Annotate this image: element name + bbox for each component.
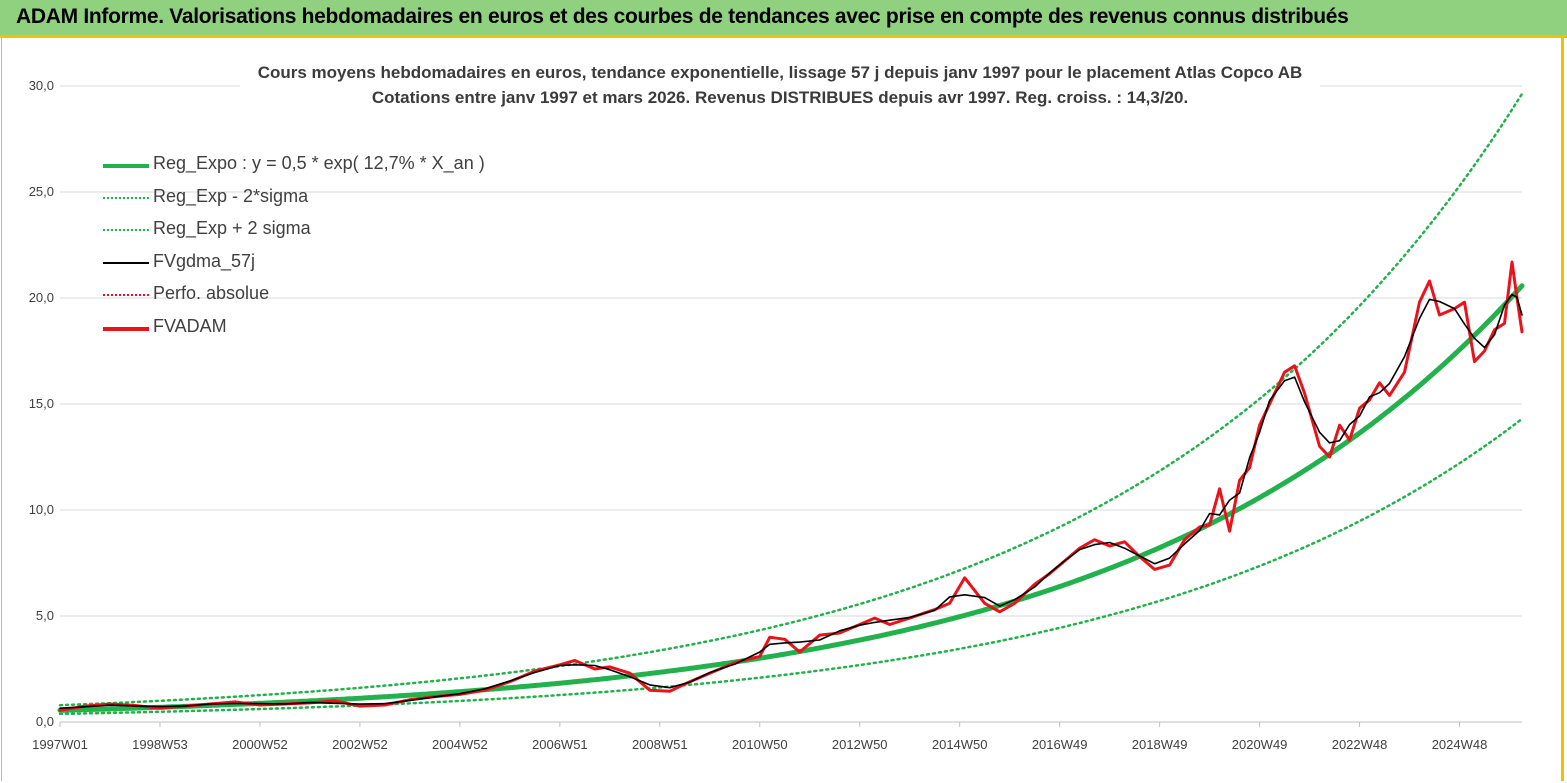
x-tick-label: 2006W51 (532, 737, 588, 752)
legend-swatch (103, 229, 149, 232)
chart-subtitle: Cotations entre janv 1997 et mars 2026. … (371, 88, 1189, 107)
legend-label: FVgdma_57j (153, 250, 256, 271)
legend-swatch (103, 196, 149, 199)
y-tick-label: 20,0 (28, 290, 54, 305)
x-tick-label: 2002W52 (332, 737, 388, 752)
x-tick-label: 2022W48 (1331, 737, 1388, 752)
legend-item: FVgdma_57j (100, 248, 520, 281)
header-title: ADAM Informe. Valorisations hebdomadaire… (16, 5, 1349, 28)
legend-label: Reg_Exp - 2*sigma (153, 185, 309, 206)
chart-title: Cours moyens hebdomadaires en euros, ten… (257, 63, 1303, 82)
x-tick-label: 1998W53 (132, 737, 188, 752)
y-tick-label: 30,0 (28, 78, 54, 93)
legend-label: Perfo. absolue (153, 283, 270, 304)
fvgdma-57j-line (59, 293, 1523, 709)
chart-frame (1, 38, 1564, 781)
x-tick-label: 2024W48 (1431, 737, 1488, 752)
x-tick-label: 2014W50 (931, 737, 988, 752)
legend-label: Reg_Exp + 2 sigma (153, 218, 311, 239)
reg-exp-minus-2sigma-line (58, 417, 1524, 716)
legend-swatch (103, 164, 149, 168)
x-tick-label: 2016W49 (1031, 737, 1088, 752)
legend-swatch (103, 261, 149, 264)
x-tick-label: 2008W51 (631, 737, 688, 752)
legend-item: Reg_Exp + 2 sigma (100, 215, 520, 248)
y-tick-label: 15,0 (28, 396, 54, 411)
legend-item: Reg_Exp - 2*sigma (100, 183, 520, 216)
x-tick-label: 2018W49 (1131, 737, 1188, 752)
legend-item: Perfo. absolue (100, 280, 520, 313)
y-tick-label: 25,0 (28, 184, 54, 199)
reg-expo-line (57, 283, 1525, 713)
legend-item: Reg_Expo : y = 0,5 * exp( 12,7% * X_an ) (100, 150, 520, 183)
x-tick-label: 2012W50 (831, 737, 888, 752)
x-tick-label: 2010W50 (731, 737, 788, 752)
y-tick-label: 0,0 (35, 714, 54, 729)
y-tick-label: 10,0 (28, 502, 54, 517)
legend-item: FVADAM (100, 313, 520, 346)
y-tick-label: 5,0 (35, 608, 54, 623)
x-tick-label: 2020W49 (1231, 737, 1288, 752)
legend-swatch (103, 326, 149, 331)
x-tick-label: 1997W01 (32, 737, 88, 752)
legend-swatch (103, 294, 149, 297)
x-tick-label: 2004W52 (432, 737, 488, 752)
legend-label: FVADAM (153, 315, 227, 336)
header-banner: ADAM Informe. Valorisations hebdomadaire… (0, 0, 1567, 38)
legend-label: Reg_Expo : y = 0,5 * exp( 12,7% * X_an ) (153, 153, 485, 173)
x-tick-label: 2000W52 (232, 737, 288, 752)
series-layer (57, 92, 1525, 716)
chart-title-box: Cours moyens hebdomadaires en euros, ten… (240, 60, 1320, 110)
chart-legend: Reg_Expo : y = 0,5 * exp( 12,7% * X_an )… (100, 150, 520, 346)
